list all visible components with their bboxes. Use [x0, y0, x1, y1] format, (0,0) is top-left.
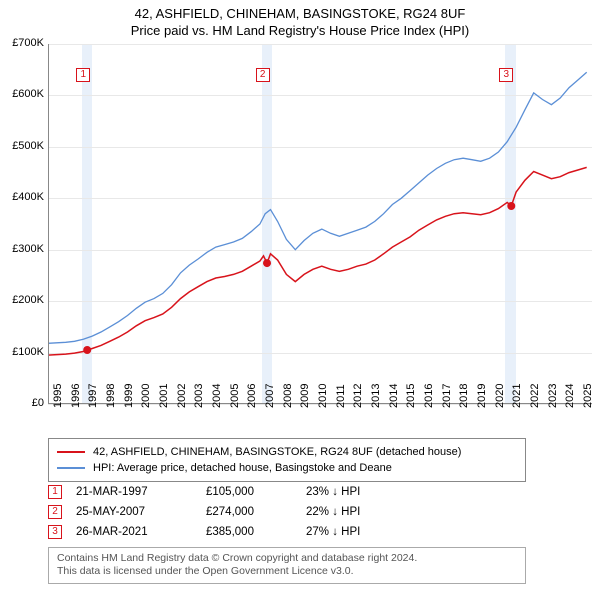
x-tick-label: 2018	[458, 384, 470, 408]
title-address: 42, ASHFIELD, CHINEHAM, BASINGSTOKE, RG2…	[0, 6, 600, 21]
title-subtitle: Price paid vs. HM Land Registry's House …	[0, 23, 600, 38]
event-price: £105,000	[206, 486, 306, 498]
x-tick-label: 2017	[441, 384, 453, 408]
x-tick-label: 2013	[370, 384, 382, 408]
x-tick-label: 2008	[282, 384, 294, 408]
x-tick-label: 1998	[105, 384, 117, 408]
chart-container: 42, ASHFIELD, CHINEHAM, BASINGSTOKE, RG2…	[0, 0, 600, 590]
x-tick-label: 2025	[582, 384, 594, 408]
x-tick-label: 2014	[388, 384, 400, 408]
x-tick-label: 1997	[87, 384, 99, 408]
x-tick-label: 2010	[317, 384, 329, 408]
x-tick-label: 2021	[511, 384, 523, 408]
x-tick-label: 2020	[494, 384, 506, 408]
x-tick-label: 2022	[529, 384, 541, 408]
x-tick-label: 2002	[176, 384, 188, 408]
legend-item: 42, ASHFIELD, CHINEHAM, BASINGSTOKE, RG2…	[57, 444, 517, 460]
legend-swatch	[57, 467, 85, 469]
y-tick-label: £0	[0, 397, 44, 409]
event-price: £274,000	[206, 506, 306, 518]
y-axis-line	[48, 44, 49, 404]
x-tick-label: 2004	[211, 384, 223, 408]
legend-label: HPI: Average price, detached house, Basi…	[93, 462, 392, 474]
x-tick-label: 1999	[123, 384, 135, 408]
y-tick-label: £500K	[0, 140, 44, 152]
y-tick-label: £100K	[0, 346, 44, 358]
series-property	[48, 167, 587, 355]
legend-swatch	[57, 451, 85, 453]
event-row-marker: 3	[48, 525, 62, 539]
legend-item: HPI: Average price, detached house, Basi…	[57, 460, 517, 476]
event-row: 3 26-MAR-2021£385,00027% ↓ HPI	[48, 522, 526, 542]
series-hpi	[48, 72, 587, 343]
event-dot	[507, 202, 515, 210]
event-delta: 27% ↓ HPI	[306, 526, 406, 538]
x-tick-label: 2024	[564, 384, 576, 408]
legend: 42, ASHFIELD, CHINEHAM, BASINGSTOKE, RG2…	[48, 438, 526, 482]
legend-label: 42, ASHFIELD, CHINEHAM, BASINGSTOKE, RG2…	[93, 446, 461, 458]
event-date: 26-MAR-2021	[76, 526, 206, 538]
x-tick-label: 2009	[299, 384, 311, 408]
x-tick-label: 2006	[246, 384, 258, 408]
event-marker-box: 2	[256, 68, 270, 82]
event-date: 21-MAR-1997	[76, 486, 206, 498]
event-marker-box: 3	[499, 68, 513, 82]
event-marker-box: 1	[76, 68, 90, 82]
y-tick-label: £700K	[0, 37, 44, 49]
event-delta: 22% ↓ HPI	[306, 506, 406, 518]
event-dot	[263, 259, 271, 267]
y-tick-label: £600K	[0, 88, 44, 100]
x-tick-label: 2012	[352, 384, 364, 408]
x-tick-label: 1995	[52, 384, 64, 408]
event-delta: 23% ↓ HPI	[306, 486, 406, 498]
y-tick-label: £300K	[0, 243, 44, 255]
x-tick-label: 2011	[335, 384, 347, 408]
attribution-footer: Contains HM Land Registry data © Crown c…	[48, 547, 526, 584]
x-tick-label: 2001	[158, 384, 170, 408]
y-tick-label: £200K	[0, 294, 44, 306]
x-tick-label: 2000	[140, 384, 152, 408]
event-row-marker: 1	[48, 485, 62, 499]
event-dot	[83, 346, 91, 354]
x-tick-label: 2005	[229, 384, 241, 408]
event-row-marker: 2	[48, 505, 62, 519]
x-tick-label: 2003	[193, 384, 205, 408]
x-tick-label: 2016	[423, 384, 435, 408]
event-row: 1 21-MAR-1997£105,00023% ↓ HPI	[48, 482, 526, 502]
x-tick-label: 2023	[547, 384, 559, 408]
event-row: 2 25-MAY-2007£274,00022% ↓ HPI	[48, 502, 526, 522]
footer-line2: This data is licensed under the Open Gov…	[57, 565, 517, 579]
event-date: 25-MAY-2007	[76, 506, 206, 518]
chart-svg	[48, 44, 592, 404]
footer-line1: Contains HM Land Registry data © Crown c…	[57, 552, 517, 566]
event-price: £385,000	[206, 526, 306, 538]
x-tick-label: 1996	[70, 384, 82, 408]
x-tick-label: 2015	[405, 384, 417, 408]
event-list: 1 21-MAR-1997£105,00023% ↓ HPI 2 25-MAY-200…	[48, 482, 526, 542]
y-tick-label: £400K	[0, 191, 44, 203]
x-tick-label: 2019	[476, 384, 488, 408]
x-tick-label: 2007	[264, 384, 276, 408]
chart-titles: 42, ASHFIELD, CHINEHAM, BASINGSTOKE, RG2…	[0, 0, 600, 38]
chart-plot-area: 1 2 3	[48, 44, 592, 404]
